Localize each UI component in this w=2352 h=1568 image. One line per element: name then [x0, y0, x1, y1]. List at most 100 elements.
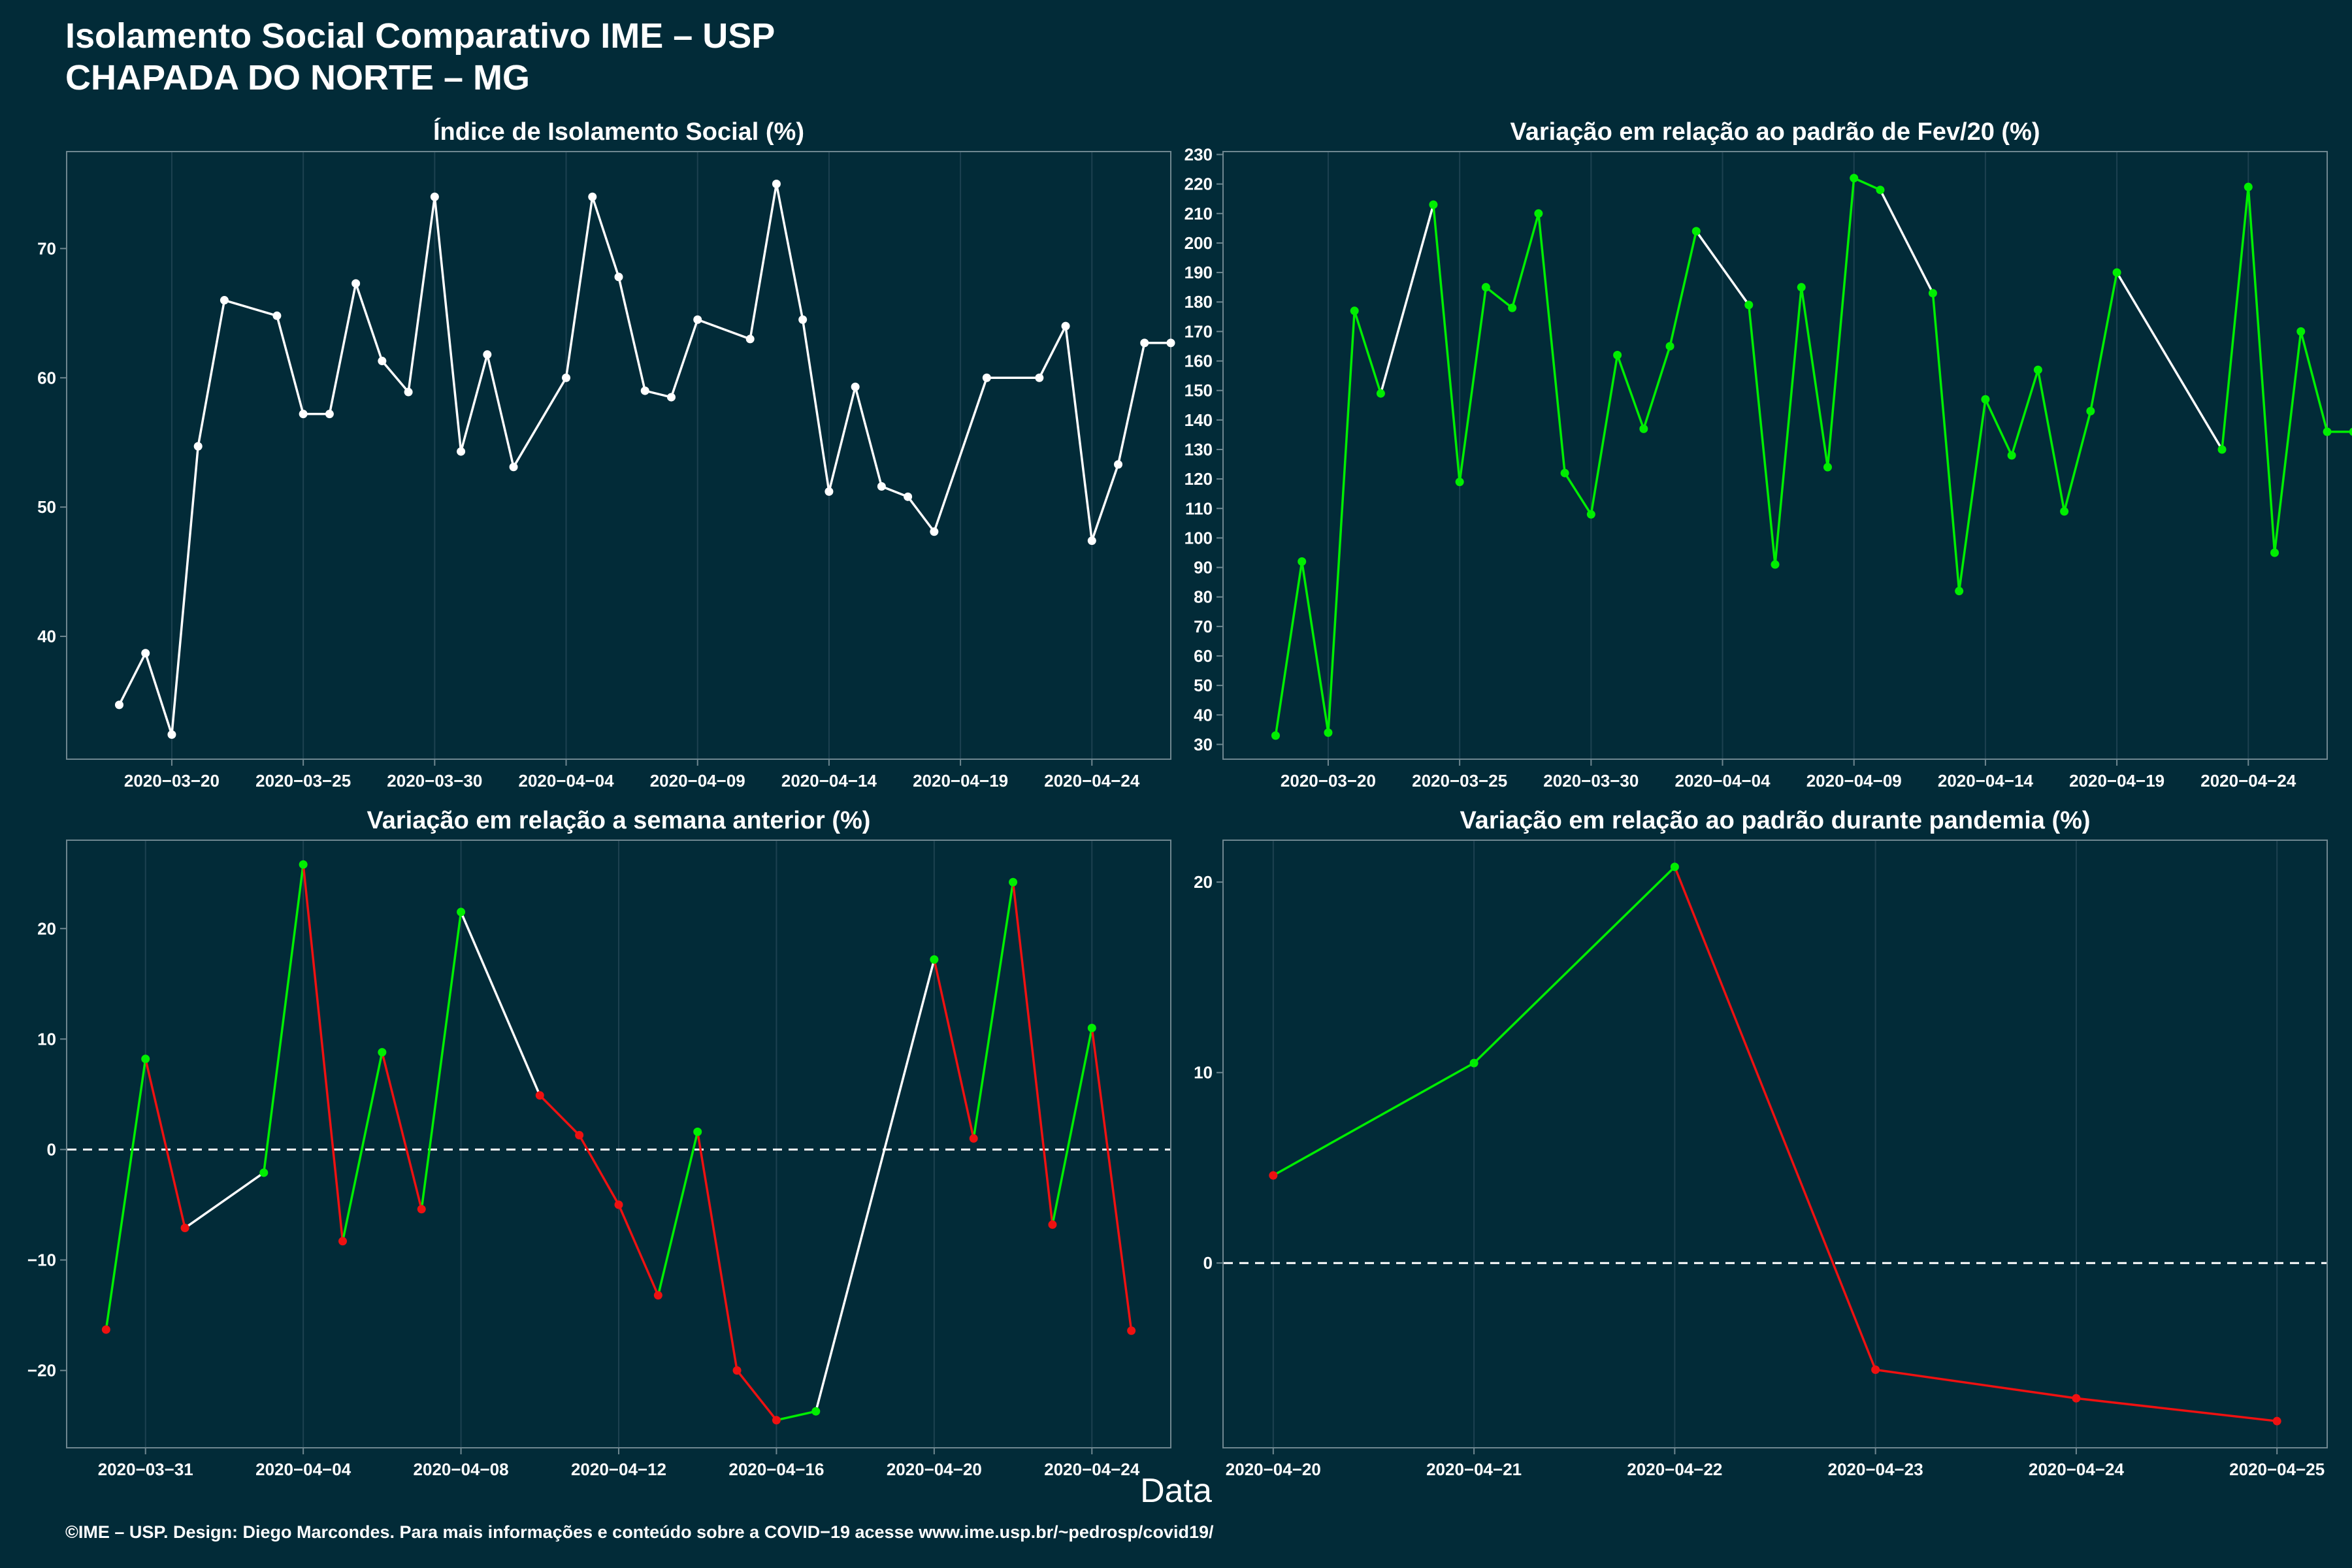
x-tick-label: 2020−04−19 [913, 771, 1008, 791]
page-subtitle: CHAPADA DO NORTE – MG [65, 58, 531, 97]
data-point [798, 315, 808, 324]
series-line-segment [1748, 304, 1776, 565]
series-line-segment [2273, 331, 2302, 553]
chart-title: Variação em relação a semana anterior (%… [367, 807, 871, 834]
data-point [1876, 186, 1885, 195]
data-point [825, 487, 834, 496]
data-point [1166, 338, 1175, 348]
x-tick-label: 2020−04−19 [2069, 771, 2164, 791]
data-point [404, 387, 413, 397]
y-tick-label: 50 [37, 497, 56, 517]
data-point [1429, 200, 1438, 209]
y-tick-label: 60 [1194, 646, 1213, 666]
data-point [1061, 321, 1070, 331]
y-tick-label: 30 [1194, 734, 1213, 754]
x-tick-label: 2020−04−23 [1828, 1460, 1923, 1479]
series-line-segment [1695, 230, 1750, 306]
data-point [272, 311, 282, 320]
x-tick-label: 2020−04−20 [887, 1460, 982, 1479]
data-point [1665, 342, 1674, 351]
panel-border [66, 151, 1171, 760]
y-tick-label: 120 [1184, 469, 1213, 489]
y-tick-label: 230 [1184, 145, 1213, 165]
series-line-segment [263, 864, 304, 1173]
y-tick-label: 20 [37, 919, 56, 938]
data-point [1744, 301, 1754, 310]
series-line-segment [1090, 464, 1120, 542]
x-tick-label: 2020−04−14 [1938, 771, 2034, 791]
y-tick-label: 50 [1194, 676, 1213, 695]
data-point [930, 527, 939, 536]
series-line-segment [1853, 177, 1881, 191]
data-point [562, 373, 571, 382]
x-tick-label: 2020−03−20 [124, 771, 220, 791]
y-tick-label: 190 [1184, 263, 1213, 282]
chart-title: Variação em relação ao padrão de Fev/20 … [1510, 118, 2040, 146]
data-point [325, 410, 334, 419]
y-tick-label: 10 [1194, 1063, 1213, 1083]
data-point [1376, 389, 1385, 398]
series-line-segment [907, 496, 936, 532]
data-point [732, 1366, 742, 1375]
y-tick-label: 170 [1184, 321, 1213, 341]
series-line-segment [105, 1058, 147, 1330]
series-line-segment [1272, 1062, 1475, 1177]
y-tick-label: 160 [1184, 351, 1213, 371]
series-line-segment [1774, 287, 1803, 565]
series-line-segment [2300, 331, 2328, 433]
series-line-segment [1011, 882, 1054, 1225]
x-tick-label: 2020−04−24 [2029, 1460, 2125, 1479]
x-tick-label: 2020−04−04 [519, 771, 615, 791]
y-tick-label: 90 [1194, 558, 1213, 578]
series-line-segment [564, 197, 594, 378]
series-line-segment [697, 318, 751, 340]
series-line-segment [1300, 561, 1330, 733]
series-line-segment [302, 864, 344, 1241]
data-point [114, 700, 123, 710]
data-point [338, 1237, 347, 1246]
data-point [509, 463, 518, 472]
data-point [1670, 862, 1679, 872]
data-point [2217, 445, 2227, 454]
series-line-segment [1485, 286, 1513, 309]
series-line-segment [736, 1369, 777, 1421]
y-tick-label: 60 [37, 368, 56, 387]
x-tick-label: 2020−03−31 [98, 1460, 193, 1479]
series-line-segment [972, 881, 1015, 1139]
series-line-segment [696, 1132, 738, 1371]
x-tick-label: 2020−03−25 [255, 771, 351, 791]
panel-border [1222, 151, 2328, 760]
data-point [193, 442, 203, 451]
data-point [101, 1325, 110, 1334]
series-line-segment [184, 1171, 265, 1229]
data-point [141, 649, 150, 658]
data-point [745, 335, 755, 344]
series-line-segment [2221, 187, 2250, 450]
data-point [1850, 174, 1859, 183]
series-line-segment [1616, 354, 1645, 429]
data-point [614, 1200, 623, 1209]
data-point [1009, 877, 1018, 887]
x-tick-label: 2020−04−24 [2200, 771, 2296, 791]
y-tick-label: 40 [1194, 705, 1213, 725]
series-line-segment [420, 911, 463, 1209]
x-tick-label: 2020−04−24 [1044, 771, 1140, 791]
y-tick-label: 140 [1184, 410, 1213, 430]
y-tick-label: 210 [1184, 204, 1213, 223]
series-line-segment [1642, 346, 1671, 429]
series-line-segment [2115, 272, 2223, 450]
x-tick-label: 2020−04−22 [1627, 1460, 1722, 1479]
x-tick-label: 2020−04−09 [1806, 771, 1902, 791]
data-point [2007, 451, 2016, 460]
series-line-segment [2076, 1397, 2278, 1422]
data-point [1797, 283, 1806, 292]
chart-panel-1: Índice de Isolamento Social (%) 2020−03−2… [37, 117, 1175, 791]
data-point [1560, 468, 1569, 478]
series-line-segment [1563, 472, 1592, 515]
x-tick-label: 2020−03−30 [1543, 771, 1639, 791]
data-point [904, 492, 913, 501]
series-line-segment [1051, 1028, 1094, 1225]
x-tick-label: 2020−04−04 [255, 1460, 351, 1479]
x-tick-label: 2020−04−25 [2229, 1460, 2325, 1479]
series-line-segment [657, 1131, 699, 1296]
